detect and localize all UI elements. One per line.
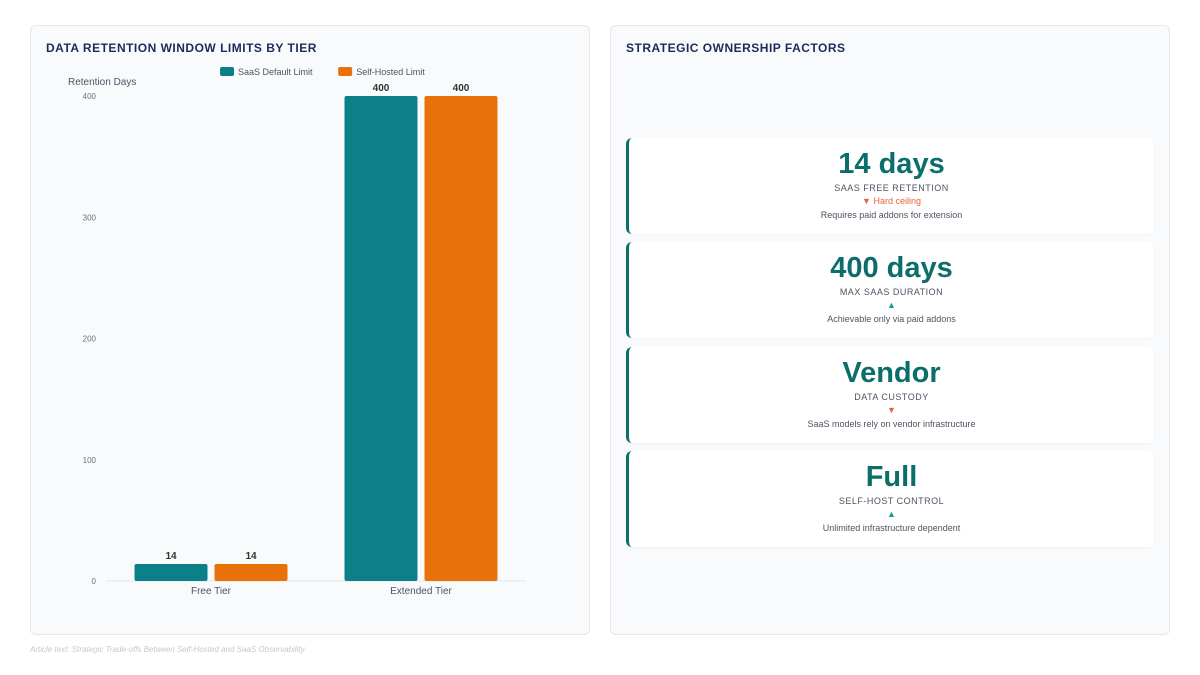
- legend-label: Self-Hosted Limit: [356, 67, 425, 77]
- metric-value: 400 days: [830, 252, 953, 284]
- bar: [134, 564, 208, 581]
- legend-label: SaaS Default Limit: [238, 67, 313, 77]
- metric-card-max-saas-duration: 400 days MAX SAAS DURATION ▲ Achievable …: [626, 242, 1154, 338]
- legend-swatch: [338, 67, 353, 76]
- metric-trend: ▲: [629, 300, 1154, 311]
- metric-label: SELF-HOST CONTROL: [838, 496, 945, 506]
- retention-chart-panel: DATA RETENTION WINDOW LIMITS BY TIER Ret…: [30, 25, 590, 635]
- trend-down-icon: ▼: [887, 405, 896, 415]
- footnote: Article text: Strategic Trade-offs Betwe…: [30, 645, 305, 654]
- trend-up-icon: ▲: [887, 509, 896, 519]
- metric-label: DATA CUSTODY: [854, 392, 929, 402]
- metric-note: Achievable only via paid addons: [827, 314, 956, 324]
- y-tick-label: 0: [92, 577, 97, 586]
- trend-text: Hard ceiling: [873, 196, 921, 206]
- metric-value: 14 days: [838, 148, 945, 180]
- y-tick-label: 400: [83, 92, 97, 101]
- metric-trend: ▼ Hard ceiling: [629, 196, 1154, 207]
- bar-data-label: 400: [453, 83, 470, 94]
- metric-trend: ▼: [629, 405, 1154, 416]
- retention-bar-chart: Retention Days 0 100 200 300 400 SaaS Default …: [68, 67, 526, 597]
- trend-down-icon: ▼: [862, 196, 871, 206]
- factors-title: STRATEGIC OWNERSHIP FACTORS: [626, 41, 846, 55]
- metric-card-data-custody: Vendor DATA CUSTODY ▼ SaaS models rely o…: [626, 347, 1154, 443]
- metric-card-self-host-control: Full SELF-HOST CONTROL ▲ Unlimited infra…: [626, 451, 1154, 547]
- metric-note: Unlimited infrastructure dependent: [822, 523, 961, 533]
- metric-card-saas-free-retention: 14 days SAAS FREE RETENTION ▼ Hard ceili…: [626, 138, 1154, 234]
- metric-value: Full: [865, 461, 918, 493]
- chart-title: DATA RETENTION WINDOW LIMITS BY TIER: [46, 41, 317, 55]
- metric-label: MAX SAAS DURATION: [839, 287, 944, 297]
- metric-note: SaaS models rely on vendor infrastructur…: [807, 419, 976, 429]
- metric-value: Vendor: [842, 357, 941, 389]
- y-tick-label: 100: [83, 456, 97, 465]
- x-tick-label: Free Tier: [191, 586, 232, 597]
- bar-data-label: 14: [165, 551, 177, 562]
- y-tick-label: 200: [83, 335, 97, 344]
- bar-data-label: 14: [245, 551, 257, 562]
- bar: [344, 96, 418, 581]
- bar: [214, 564, 288, 581]
- trend-up-icon: ▲: [887, 300, 896, 310]
- y-axis-label: Retention Days: [68, 77, 136, 88]
- metric-label: SAAS FREE RETENTION: [834, 183, 949, 193]
- x-tick-label: Extended Tier: [390, 586, 452, 597]
- y-tick-label: 300: [83, 213, 97, 222]
- bar-data-label: 400: [373, 83, 390, 94]
- ownership-factors-panel: STRATEGIC OWNERSHIP FACTORS 14 days SAAS…: [610, 25, 1170, 635]
- legend-swatch: [220, 67, 234, 76]
- metric-note: Requires paid addons for extension: [820, 210, 963, 220]
- metric-trend: ▲: [629, 509, 1154, 520]
- bar: [424, 96, 498, 581]
